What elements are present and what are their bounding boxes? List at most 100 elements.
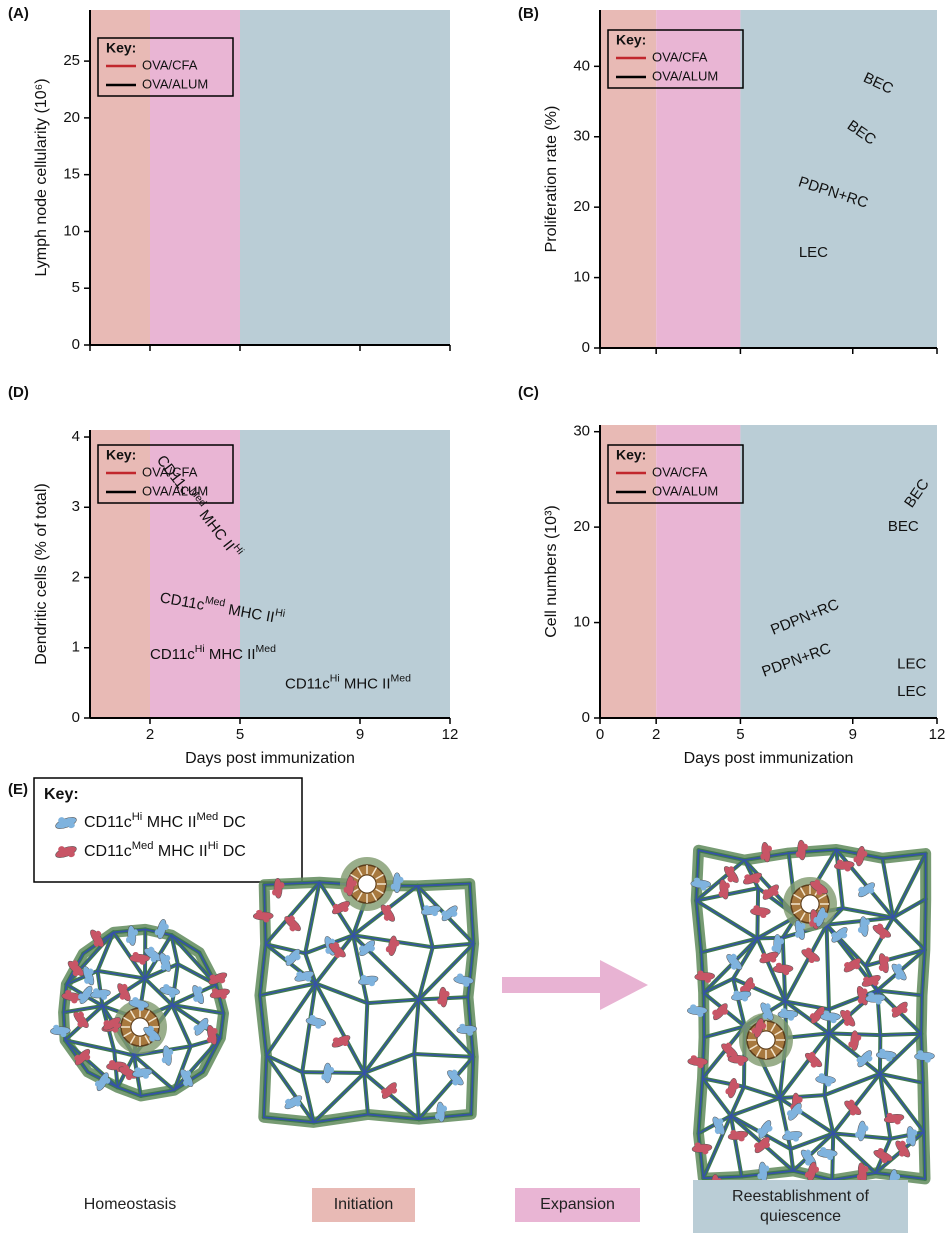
series-annotation: LEC: [799, 244, 828, 261]
series-annotation-part: MHC II: [205, 646, 256, 663]
x-axis-label: Days post immunization: [185, 750, 355, 767]
key-entry-part: DC: [218, 814, 246, 831]
phase-band: [240, 10, 450, 345]
panel-label: (B): [518, 5, 539, 22]
key-entry-part: DC: [218, 843, 246, 860]
legend-title: Key:: [616, 447, 646, 463]
series-annotation: BEC: [888, 518, 919, 535]
dendritic-cell-icon: [385, 935, 401, 957]
cell-process: [391, 884, 395, 890]
legend-label: OVA/CFA: [652, 49, 708, 64]
dendritic-cell-icon: [799, 945, 823, 966]
panel-label: (E): [8, 781, 28, 798]
y-tick-label: 5: [72, 279, 80, 296]
key-entry-part: Hi: [208, 840, 219, 852]
y-tick-label: 0: [72, 709, 80, 726]
stage-label: Reestablishment of quiescence: [693, 1180, 908, 1233]
y-tick-label: 15: [63, 166, 80, 183]
dendritic-cell-icon: [871, 1146, 894, 1166]
key-entry-part: MHC II: [142, 814, 196, 831]
network-fiber-core: [316, 984, 365, 1074]
series-annotation-part: LEC: [799, 244, 828, 261]
series-annotation-part: Hi: [195, 643, 205, 655]
cell-process: [830, 1018, 836, 1023]
legend-label: OVA/CFA: [142, 57, 198, 72]
x-tick-label: 2: [146, 726, 154, 743]
series-annotation: LEC: [897, 683, 926, 700]
y-tick-label: 1: [72, 639, 80, 656]
network-fiber-core: [696, 901, 757, 939]
legend-label: OVA/CFA: [652, 464, 708, 479]
key-entry-part: Hi: [132, 811, 143, 823]
series-annotation-part: LEC: [897, 656, 926, 673]
cell-body: [158, 951, 173, 973]
cell-process: [824, 1011, 830, 1015]
stage-label: Homeostasis: [40, 1188, 220, 1222]
cell-body: [750, 907, 770, 915]
cell-process: [140, 960, 146, 965]
cell-body: [393, 873, 401, 893]
y-tick-label: 2: [72, 568, 80, 585]
key-entry-part: MHC II: [153, 843, 207, 860]
y-tick-label: 0: [72, 336, 80, 353]
series-annotation-part: CD11c: [150, 646, 195, 663]
panel-label: (C): [518, 384, 539, 401]
legend-label: OVA/ALUM: [142, 76, 208, 91]
series-annotation-part: BEC: [888, 518, 919, 535]
series-annotation-part: Med: [256, 643, 277, 655]
figure-canvas: 0510152025Lymph node cellularity (10⁶)(A…: [0, 0, 950, 1233]
cell-body: [728, 1055, 748, 1063]
cell-body: [727, 1130, 748, 1141]
y-tick-label: 0: [582, 709, 590, 726]
series-annotation-part: Hi: [274, 606, 286, 620]
x-tick-label: 9: [849, 726, 857, 743]
key-entry: CD11cMed MHC IIHi DC: [84, 840, 246, 860]
cell-body: [820, 1013, 840, 1021]
phase-band: [90, 10, 150, 345]
cell-body: [439, 987, 448, 1007]
y-tick-label: 20: [573, 518, 590, 535]
cell-process: [133, 952, 139, 956]
network-fiber-core: [98, 971, 145, 979]
stage-label: Initiation: [312, 1188, 415, 1222]
series-annotation-part: Hi: [330, 672, 340, 684]
x-tick-label: 2: [652, 726, 660, 743]
y-tick-label: 10: [63, 222, 80, 239]
y-tick-label: 4: [72, 428, 80, 445]
cell-body: [687, 1006, 707, 1014]
series-annotation-part: CD11c: [285, 675, 330, 692]
key-title: Key:: [44, 786, 79, 803]
stage-label: Expansion: [515, 1188, 640, 1222]
phase-band: [740, 10, 937, 348]
cell-body: [773, 964, 793, 973]
panel-label: (A): [8, 5, 29, 22]
legend-title: Key:: [616, 32, 646, 48]
series-annotation: LEC: [897, 656, 926, 673]
y-tick-label: 25: [63, 52, 80, 69]
y-tick-label: 20: [63, 109, 80, 126]
x-tick-label: 12: [929, 726, 946, 743]
y-axis-label: Cell numbers (10³): [543, 505, 560, 637]
legend-label: OVA/ALUM: [652, 68, 718, 83]
dendritic-cell-icon: [888, 998, 911, 1021]
y-tick-label: 10: [573, 614, 590, 631]
key-entry-part: CD11c: [84, 814, 132, 831]
y-axis-label: Lymph node cellularity (10⁶): [33, 78, 50, 276]
key-entry-part: Med: [132, 840, 154, 852]
cell-body: [817, 1149, 837, 1157]
dendritic-cell-icon: [750, 905, 770, 918]
key-entry-part: CD11c: [84, 843, 132, 860]
series-annotation-part: Med: [391, 672, 412, 684]
y-tick-label: 40: [573, 57, 590, 74]
figure: 0510152025Lymph node cellularity (10⁶)(A…: [0, 0, 950, 1233]
x-tick-label: 5: [236, 726, 244, 743]
key-entry-part: Med: [197, 811, 219, 823]
stage-arrow: [502, 960, 648, 1010]
x-axis-label: Days post immunization: [684, 750, 854, 767]
x-tick-label: 9: [356, 726, 364, 743]
y-tick-label: 10: [573, 269, 590, 286]
legend-title: Key:: [106, 40, 136, 56]
legend-title: Key:: [106, 447, 136, 463]
y-tick-label: 20: [573, 198, 590, 215]
x-tick-label: 5: [736, 726, 744, 743]
